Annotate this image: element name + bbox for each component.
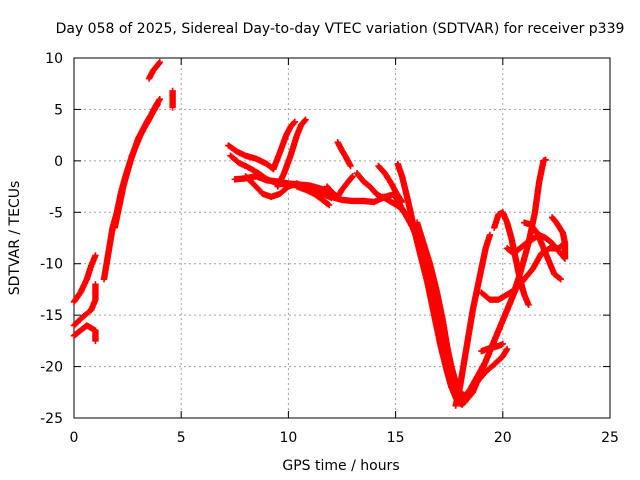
y-tick-label: -25 bbox=[40, 411, 63, 427]
data-point-markers bbox=[521, 219, 564, 283]
series-track bbox=[100, 95, 163, 283]
series-track bbox=[334, 139, 354, 170]
series-track bbox=[169, 87, 176, 111]
series-track bbox=[274, 116, 309, 190]
x-tick-label: 0 bbox=[70, 430, 79, 446]
series-track bbox=[270, 118, 299, 173]
data-point-markers bbox=[111, 101, 161, 231]
y-tick-label: -20 bbox=[40, 360, 63, 376]
series-track bbox=[413, 219, 472, 399]
x-tick-label: 10 bbox=[279, 430, 297, 446]
data-point-markers bbox=[274, 116, 309, 190]
y-tick-label: 5 bbox=[54, 102, 63, 118]
data-point-markers bbox=[323, 173, 356, 201]
data-point-markers bbox=[70, 281, 99, 329]
series-track bbox=[225, 142, 277, 173]
series-track bbox=[323, 173, 356, 201]
data-point-markers bbox=[293, 183, 333, 209]
x-tick-label: 20 bbox=[494, 430, 512, 446]
series-track bbox=[111, 101, 161, 231]
series-track bbox=[70, 322, 99, 345]
series-track bbox=[375, 162, 406, 206]
series-track bbox=[293, 183, 333, 209]
series-track bbox=[521, 219, 564, 283]
data-point-markers bbox=[334, 139, 354, 170]
y-axis-label: SDTVAR / TECUs bbox=[7, 181, 23, 296]
data-point-markers bbox=[70, 322, 99, 345]
y-tick-label: -5 bbox=[49, 205, 63, 221]
y-tick-label: -15 bbox=[40, 308, 63, 324]
data-point-markers bbox=[70, 252, 99, 305]
x-tick-label: 25 bbox=[601, 430, 619, 446]
data-point-markers bbox=[270, 118, 299, 173]
data-point-markers bbox=[225, 142, 277, 173]
plot-frame bbox=[73, 57, 611, 419]
x-axis-label: GPS time / hours bbox=[282, 458, 399, 474]
series-track bbox=[478, 340, 506, 355]
y-tick-label: 0 bbox=[54, 154, 63, 170]
x-tick-label: 5 bbox=[177, 430, 186, 446]
data-point-markers bbox=[478, 340, 506, 355]
data-point-markers bbox=[413, 219, 472, 399]
data-point-markers bbox=[375, 162, 406, 206]
data-point-markers bbox=[145, 58, 163, 82]
series-track bbox=[70, 281, 99, 329]
data-point-markers bbox=[169, 87, 176, 111]
y-tick-label: 10 bbox=[45, 51, 63, 67]
data-marks bbox=[70, 58, 569, 409]
series-track bbox=[452, 231, 494, 409]
chart-title: Day 058 of 2025, Sidereal Day-to-day VTE… bbox=[56, 21, 625, 37]
x-tick-label: 15 bbox=[387, 430, 405, 446]
y-tick-label: -10 bbox=[40, 257, 63, 273]
series-track bbox=[70, 252, 99, 305]
data-point-markers bbox=[548, 214, 569, 262]
series-track bbox=[548, 214, 569, 262]
data-point-markers bbox=[100, 95, 163, 283]
data-point-markers bbox=[452, 231, 494, 409]
series-track bbox=[145, 58, 163, 82]
axis-ticks: 0 5 10 15 20 25 -25 -20 -15 -10 -5 0 5 10 bbox=[40, 51, 619, 446]
